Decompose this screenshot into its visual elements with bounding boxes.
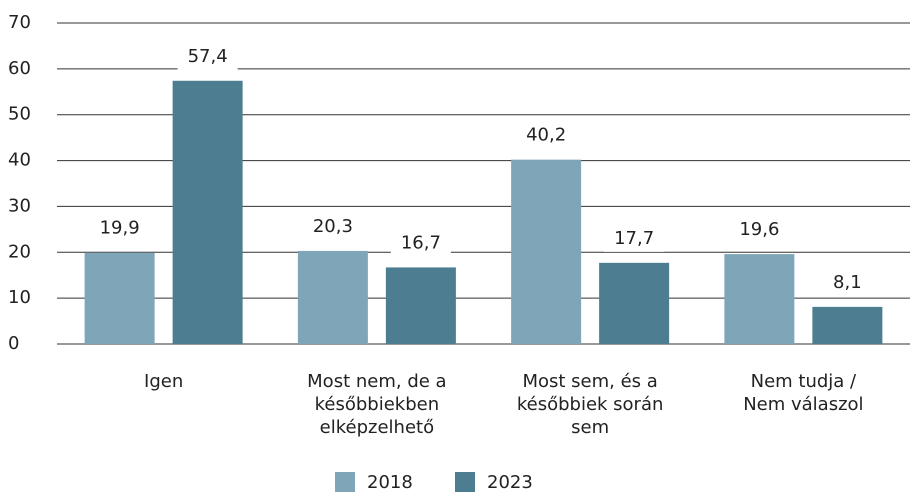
value-label: 16,7 xyxy=(401,232,441,253)
y-tick-label: 10 xyxy=(8,287,31,308)
x-tick-label: későbbiek során xyxy=(517,394,664,415)
bar xyxy=(812,306,883,344)
value-label-bg xyxy=(729,217,790,244)
bar xyxy=(172,80,243,344)
legend-swatch xyxy=(335,472,355,492)
value-label-bg xyxy=(390,230,451,257)
bar xyxy=(511,159,582,344)
value-label: 17,7 xyxy=(614,228,654,249)
legend-swatch xyxy=(455,472,475,492)
bar xyxy=(599,262,670,344)
y-tick-label: 20 xyxy=(8,241,31,262)
value-label: 8,1 xyxy=(833,272,862,293)
legend-label: 2023 xyxy=(487,472,533,493)
legend-label: 2018 xyxy=(367,472,413,493)
x-tick-label: Igen xyxy=(144,371,183,392)
y-tick-label: 0 xyxy=(8,333,19,354)
x-tick-label: elképzelhető xyxy=(320,417,434,438)
value-label: 40,2 xyxy=(526,125,566,146)
bar xyxy=(385,267,456,344)
x-tick-label: Most nem, de a xyxy=(307,371,446,392)
value-label-bg xyxy=(817,269,878,296)
y-tick-label: 60 xyxy=(8,58,31,79)
bar xyxy=(84,252,155,344)
value-label: 57,4 xyxy=(188,46,228,67)
x-tick-label: Nem tudja / xyxy=(751,371,857,392)
x-tick-label: későbbiekben xyxy=(315,394,440,415)
y-tick-label: 50 xyxy=(8,104,31,125)
bar xyxy=(724,254,795,344)
value-label: 19,6 xyxy=(739,219,779,240)
value-label-bg xyxy=(89,215,150,242)
bar xyxy=(297,250,368,344)
value-label-bg xyxy=(516,122,577,149)
value-label-bg xyxy=(177,43,238,70)
y-tick-label: 30 xyxy=(8,195,31,216)
y-tick-label: 70 xyxy=(8,12,31,33)
value-label: 19,9 xyxy=(100,218,140,239)
x-tick-label: Most sem, és a xyxy=(522,371,657,392)
x-tick-label: sem xyxy=(571,417,609,438)
value-label-bg xyxy=(604,225,665,252)
x-tick-label: Nem válaszol xyxy=(743,394,863,415)
value-label-bg xyxy=(302,213,363,240)
value-label: 20,3 xyxy=(313,216,353,237)
y-tick-label: 40 xyxy=(8,150,31,171)
